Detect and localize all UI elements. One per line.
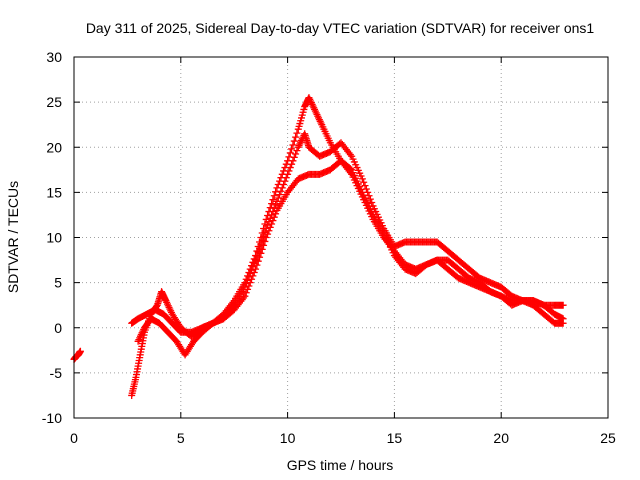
- data-point: [360, 178, 368, 186]
- axis-ticks: 0 5 10 15 20 25 -10 -5 0 5 10 15 20 25 30: [42, 49, 616, 446]
- data-point: [264, 230, 272, 238]
- data-point: [277, 187, 285, 195]
- x-tick-label: 25: [600, 430, 616, 446]
- data-point: [269, 196, 277, 204]
- data-point: [249, 272, 257, 280]
- x-tick-label: 0: [70, 430, 78, 446]
- data-point: [253, 261, 261, 269]
- data-point: [248, 275, 256, 283]
- data-point: [559, 301, 567, 309]
- y-tick-label: -10: [42, 410, 62, 426]
- x-tick-label: 20: [493, 430, 509, 446]
- data-point: [289, 157, 297, 165]
- data-point: [270, 213, 278, 221]
- data-point: [358, 175, 366, 183]
- data-point: [245, 282, 253, 290]
- y-tick-label: 30: [46, 49, 62, 65]
- data-point: [280, 180, 288, 188]
- x-axis-label: GPS time / hours: [287, 457, 394, 473]
- data-point: [361, 182, 369, 190]
- data-point: [366, 195, 374, 203]
- data-point: [241, 292, 249, 300]
- data-point: [256, 253, 264, 261]
- data-point: [242, 289, 250, 297]
- data-point: [288, 160, 296, 168]
- data-point: [252, 265, 260, 273]
- data-point: [293, 147, 301, 155]
- x-tick-label: 10: [280, 430, 296, 446]
- y-tick-label: -5: [50, 365, 63, 381]
- data-point: [288, 145, 296, 153]
- data-point: [290, 153, 298, 161]
- data-point: [284, 170, 292, 178]
- data-point: [262, 234, 270, 241]
- data-point: [257, 249, 265, 257]
- y-axis-label: SDTVAR / TECUs: [5, 181, 21, 293]
- y-tick-label: 15: [46, 184, 62, 200]
- data-point: [290, 137, 298, 145]
- x-tick-label: 5: [177, 430, 185, 446]
- chart-title: Day 311 of 2025, Sidereal Day-to-day VTE…: [86, 20, 595, 36]
- y-tick-label: 10: [46, 230, 62, 246]
- data-point: [274, 194, 282, 202]
- data-point: [281, 177, 289, 185]
- data-point: [244, 285, 252, 293]
- data-point: [289, 141, 297, 149]
- x-tick-label: 15: [387, 430, 403, 446]
- data-point: [261, 237, 269, 245]
- data-point: [76, 347, 84, 355]
- data-point: [278, 184, 286, 192]
- data-point: [293, 129, 301, 137]
- data-point: [286, 164, 294, 172]
- y-tick-label: 25: [46, 94, 62, 110]
- data-point: [292, 133, 300, 141]
- y-tick-label: 5: [54, 275, 62, 291]
- data-point: [250, 268, 258, 276]
- data-point: [268, 220, 276, 228]
- y-tick-label: 0: [54, 320, 62, 336]
- data-point: [254, 257, 262, 265]
- data-point: [292, 150, 300, 158]
- data-point: [286, 149, 294, 157]
- data-point: [268, 200, 276, 208]
- data-markers: [70, 94, 567, 399]
- data-point: [265, 227, 273, 235]
- data-point: [260, 241, 268, 249]
- data-point: [272, 210, 280, 218]
- grid-lines: [74, 57, 608, 418]
- data-point: [270, 192, 278, 200]
- data-point: [258, 245, 266, 253]
- data-point: [559, 315, 567, 323]
- data-point: [285, 167, 293, 175]
- data-point: [282, 174, 290, 182]
- data-point: [269, 217, 277, 225]
- y-tick-label: 20: [46, 139, 62, 155]
- data-point: [266, 223, 274, 231]
- data-point: [276, 191, 284, 199]
- data-point: [368, 199, 376, 207]
- data-point: [246, 279, 254, 287]
- data-point: [346, 165, 354, 173]
